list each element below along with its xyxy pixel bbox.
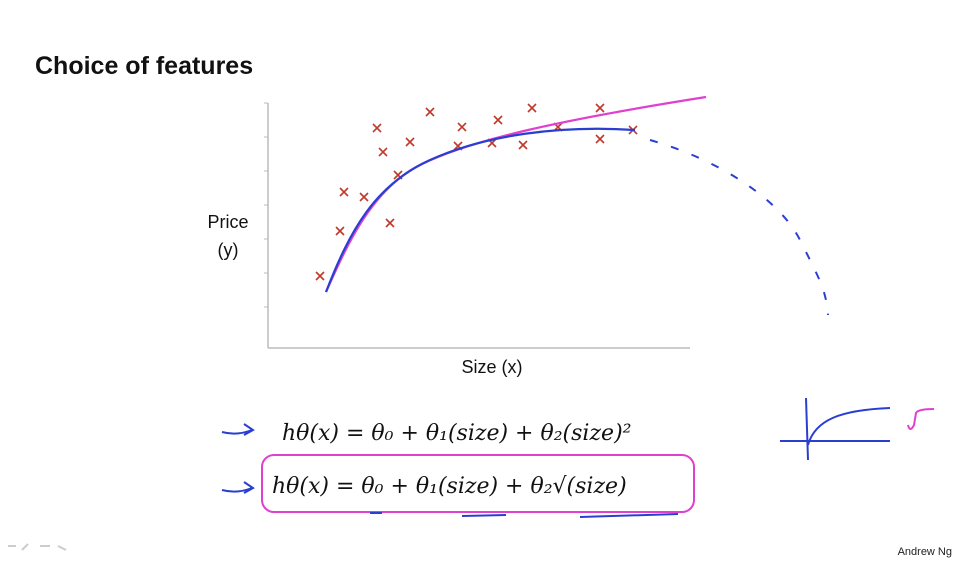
author: Andrew Ng <box>898 546 952 558</box>
point-marker <box>518 140 528 150</box>
quadratic-extension <box>649 139 829 316</box>
point-marker <box>425 107 435 117</box>
arrow <box>221 481 255 494</box>
point-marker <box>385 218 395 228</box>
point-marker <box>335 226 345 236</box>
point-marker <box>405 137 415 147</box>
point-marker <box>595 103 605 113</box>
sqrt-fit-curve <box>324 95 707 293</box>
formula: hθ(x) = θ₀ + θ₁(size) + θ₂(size)² <box>282 421 631 446</box>
data-points <box>315 103 638 281</box>
point-marker <box>457 122 467 132</box>
axis-ticks <box>264 102 268 308</box>
arrow <box>221 423 255 436</box>
point-marker <box>493 115 503 125</box>
sketch <box>780 397 935 461</box>
y-axis-label: Price <box>207 212 248 232</box>
quadratic-fit-curve <box>324 127 636 293</box>
underlines <box>370 512 679 518</box>
y-axis-label: (y) <box>218 240 239 260</box>
point-marker <box>378 147 388 157</box>
highlight-box <box>261 454 695 513</box>
point-marker <box>527 103 537 113</box>
point-marker <box>339 187 349 197</box>
point-marker <box>359 192 369 202</box>
x-axis-label: Size (x) <box>461 357 522 377</box>
plot <box>264 95 829 349</box>
toolbar-icons <box>8 543 67 551</box>
slide-title: Choice of features <box>35 52 253 80</box>
point-marker <box>595 134 605 144</box>
formula: hθ(x) = θ₀ + θ₁(size) + θ₂√(size) <box>272 474 627 499</box>
point-marker <box>372 123 382 133</box>
point-marker <box>315 271 325 281</box>
